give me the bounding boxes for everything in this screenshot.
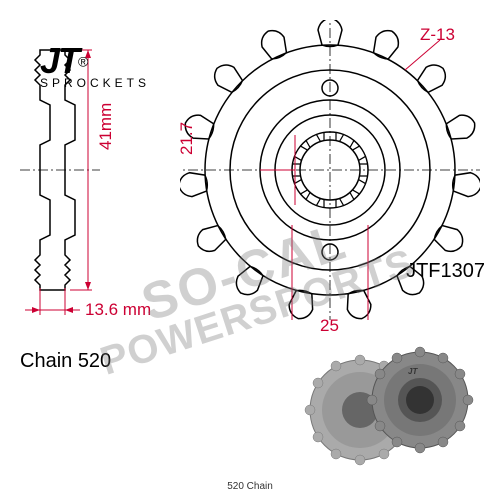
- logo-reg: ®: [78, 54, 88, 70]
- svg-text:JT: JT: [408, 367, 418, 376]
- dim-inner-dia: 21.7: [177, 122, 197, 155]
- chain-label: Chain 520: [20, 350, 111, 373]
- part-number: JTF1307: [406, 260, 485, 283]
- logo-main: JT: [40, 40, 78, 81]
- bottom-label: 520 Chain: [227, 481, 273, 492]
- dim-height: 41mm: [96, 103, 116, 150]
- jt-logo: JT® SPROCKETS: [40, 40, 150, 90]
- dim-thickness: 13.6 mm: [85, 300, 151, 320]
- product-render: JT: [300, 330, 480, 470]
- logo-sub: SPROCKETS: [40, 76, 150, 90]
- dim-tooth-spec: Z-13: [420, 25, 455, 45]
- diagram-container: JT® SPROCKETS 41mm 13.6 mm: [0, 0, 500, 500]
